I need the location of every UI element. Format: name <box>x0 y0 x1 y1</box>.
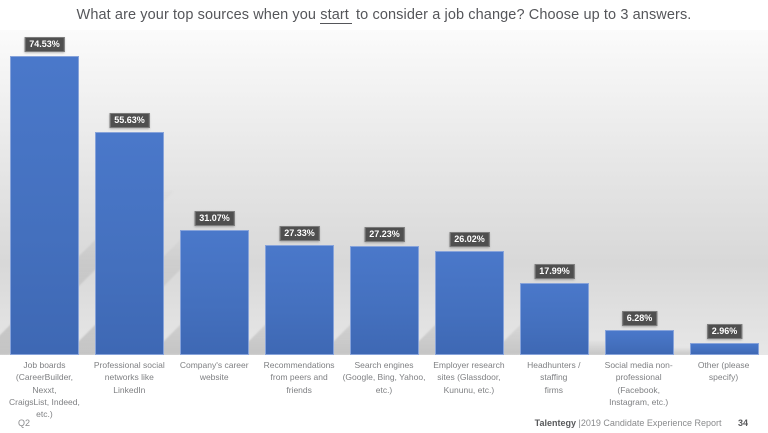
bar-group: 6.28% <box>575 311 674 355</box>
category-label: Company's career website <box>179 360 249 383</box>
value-label: 2.96% <box>706 324 743 339</box>
bar-group: 55.63% <box>65 113 218 355</box>
value-label: 26.02% <box>449 232 490 247</box>
category-label: Professional social networks like Linked… <box>93 360 165 395</box>
category-label: Social media non- professional (Facebook… <box>604 360 673 407</box>
question-number: Q2 <box>18 418 31 428</box>
value-label: 27.23% <box>364 227 405 242</box>
bar <box>180 230 249 355</box>
bar <box>690 343 759 355</box>
bar-chart-plot-area: 74.53% 55.63% 31.07% 27.33% 27.23% 26.02% 17.9… <box>0 30 768 355</box>
bar-group: 26.02% <box>405 232 504 355</box>
title-underlined-word: start <box>320 7 352 24</box>
category-label: Recommendations from peers and friends <box>263 360 335 395</box>
chart-title: What are your top sources when you start… <box>0 7 768 24</box>
brand-name: Talentegy <box>534 418 577 428</box>
value-label: 27.33% <box>279 226 320 241</box>
category-label: Headhunters / staffing firms <box>527 360 581 395</box>
bar-group: 17.99% <box>490 264 589 355</box>
value-label: 17.99% <box>534 264 575 279</box>
value-label: 6.28% <box>621 311 658 326</box>
value-label: 31.07% <box>194 211 235 226</box>
page-number: 34 <box>737 418 748 428</box>
bar-group: 31.07% <box>150 211 249 355</box>
bar-group: 27.33% <box>235 226 334 355</box>
x-axis-labels: Job boards (CareerBuilder, Nexxt, Craigs… <box>2 359 766 421</box>
bar <box>95 132 164 355</box>
title-suffix: to consider a job change? Choose up to 3… <box>351 7 692 23</box>
bar <box>10 56 79 355</box>
bar <box>435 251 504 355</box>
bar <box>605 330 674 355</box>
report-name: |2019 Candidate Experience Report <box>578 418 722 428</box>
bar <box>520 283 589 355</box>
bar <box>265 245 334 355</box>
bar-group: 27.23% <box>320 227 419 355</box>
bar <box>350 246 419 355</box>
slide-footer: Q2 Talentegy |2019 Candidate Experience … <box>0 414 768 428</box>
category-label: Job boards (CareerBuilder, Nexxt, Craigs… <box>9 360 80 420</box>
bar-group: 2.96% <box>660 324 759 355</box>
category-label: Search engines (Google, Bing, Yahoo, etc… <box>342 360 426 395</box>
category-label: Other (please specify) <box>697 360 750 383</box>
title-prefix: What are your top sources when you <box>76 7 321 23</box>
value-label: 74.53% <box>24 37 65 52</box>
bar-group: 74.53% <box>0 37 174 355</box>
footer-credit: Talentegy |2019 Candidate Experience Rep… <box>535 418 748 428</box>
value-label: 55.63% <box>109 113 150 128</box>
category-label: Employer research sites (Glassdoor, Kunu… <box>433 360 505 395</box>
